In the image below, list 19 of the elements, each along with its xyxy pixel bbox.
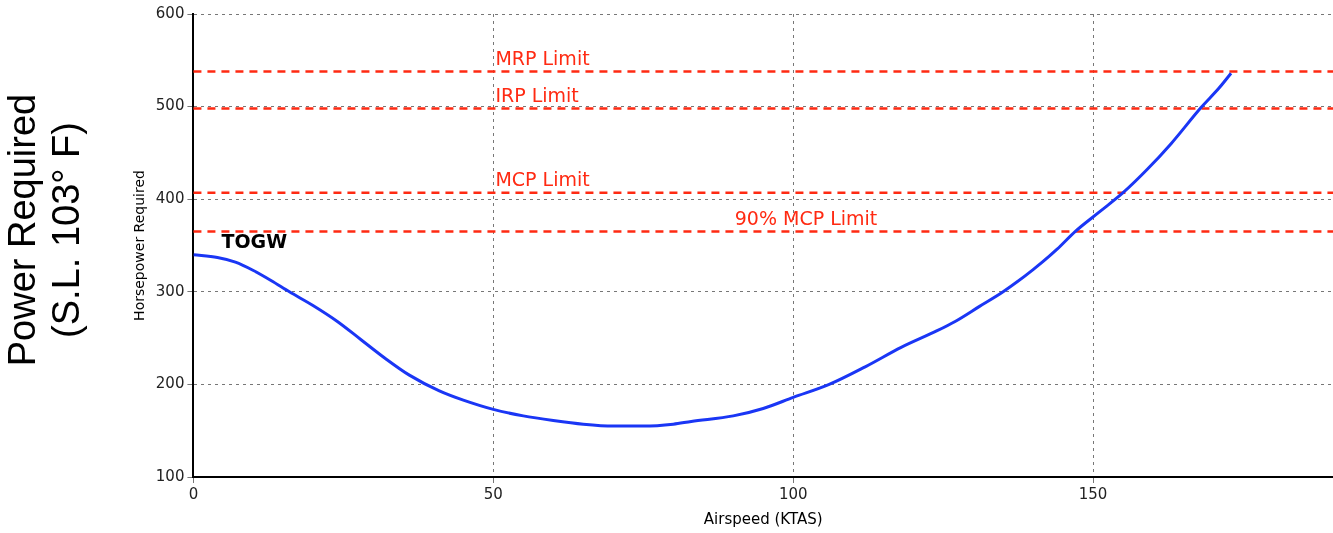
- x-tick-label: 150: [1078, 484, 1108, 503]
- x-tick-label: 0: [188, 484, 199, 503]
- y-tick-label: 400: [155, 189, 185, 208]
- annotation: TOGW: [221, 230, 288, 253]
- ref-line-label: 90% MCP Limit: [734, 207, 878, 230]
- y-tick-label: 500: [155, 96, 185, 115]
- ref-line-label: MRP Limit: [495, 46, 590, 69]
- line-series: [193, 71, 1233, 428]
- ref-line-label: IRP Limit: [495, 83, 579, 106]
- y-tick-label: 300: [155, 281, 185, 300]
- y-tick-label: 200: [155, 374, 185, 393]
- ref-line-label: MCP Limit: [495, 168, 590, 191]
- text: Power Required (S.L. 103° F): [0, 92, 88, 369]
- y-tick-label: 600: [155, 3, 185, 22]
- y-tick-label: 100: [155, 466, 185, 485]
- x-tick-label: 100: [778, 484, 808, 503]
- y-axis-title: Horsepower Required: [131, 170, 148, 321]
- x-axis-title: Airspeed (KTAS): [703, 509, 823, 528]
- x-tick-label: 50: [483, 484, 503, 503]
